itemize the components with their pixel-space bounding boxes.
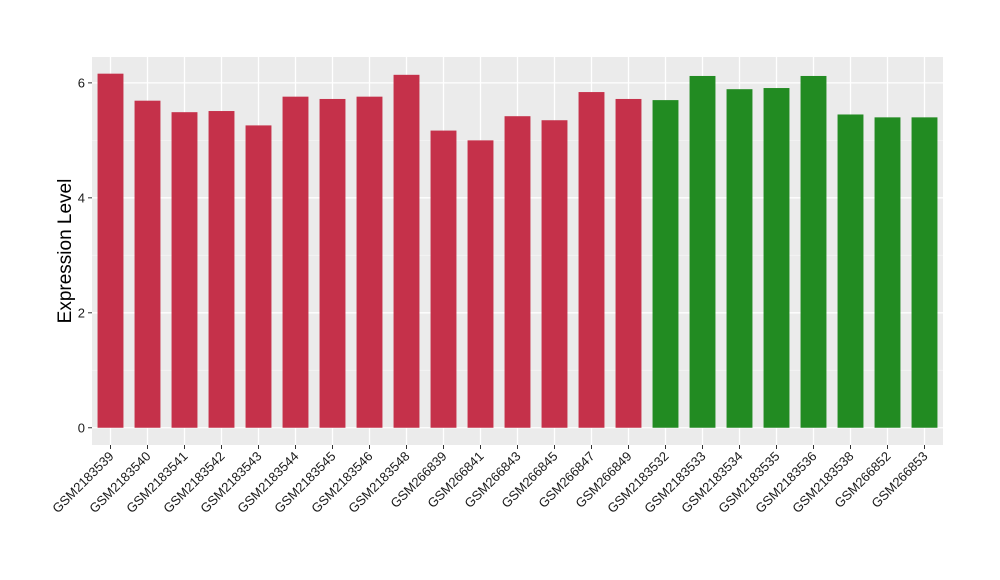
bar (134, 100, 161, 428)
bar (874, 117, 901, 428)
bar (97, 73, 124, 428)
bar (430, 130, 457, 428)
bar (763, 88, 790, 428)
bar (245, 125, 272, 428)
bar (319, 98, 346, 428)
bar (467, 140, 494, 428)
y-axis: 0 2 4 6 (78, 75, 92, 435)
bar (171, 112, 198, 428)
bar (282, 96, 309, 428)
y-tick-label: 0 (78, 420, 85, 435)
y-axis-title: Expression Level (55, 179, 76, 324)
bar (615, 98, 642, 428)
bar (504, 116, 531, 428)
y-tick-label: 2 (78, 305, 85, 320)
bar (541, 120, 568, 428)
bar (911, 117, 938, 428)
bars (97, 73, 938, 428)
x-axis: GSM2183539GSM2183540GSM2183541GSM2183542… (49, 445, 931, 516)
bar (689, 75, 716, 428)
bar (652, 100, 679, 428)
bar (356, 96, 383, 428)
y-tick-label: 4 (78, 190, 85, 205)
y-tick-label: 6 (78, 75, 85, 90)
bar (837, 114, 864, 428)
bar (208, 111, 235, 428)
bar (726, 89, 753, 428)
bar (800, 75, 827, 428)
bar (578, 92, 605, 428)
bar (393, 74, 420, 428)
